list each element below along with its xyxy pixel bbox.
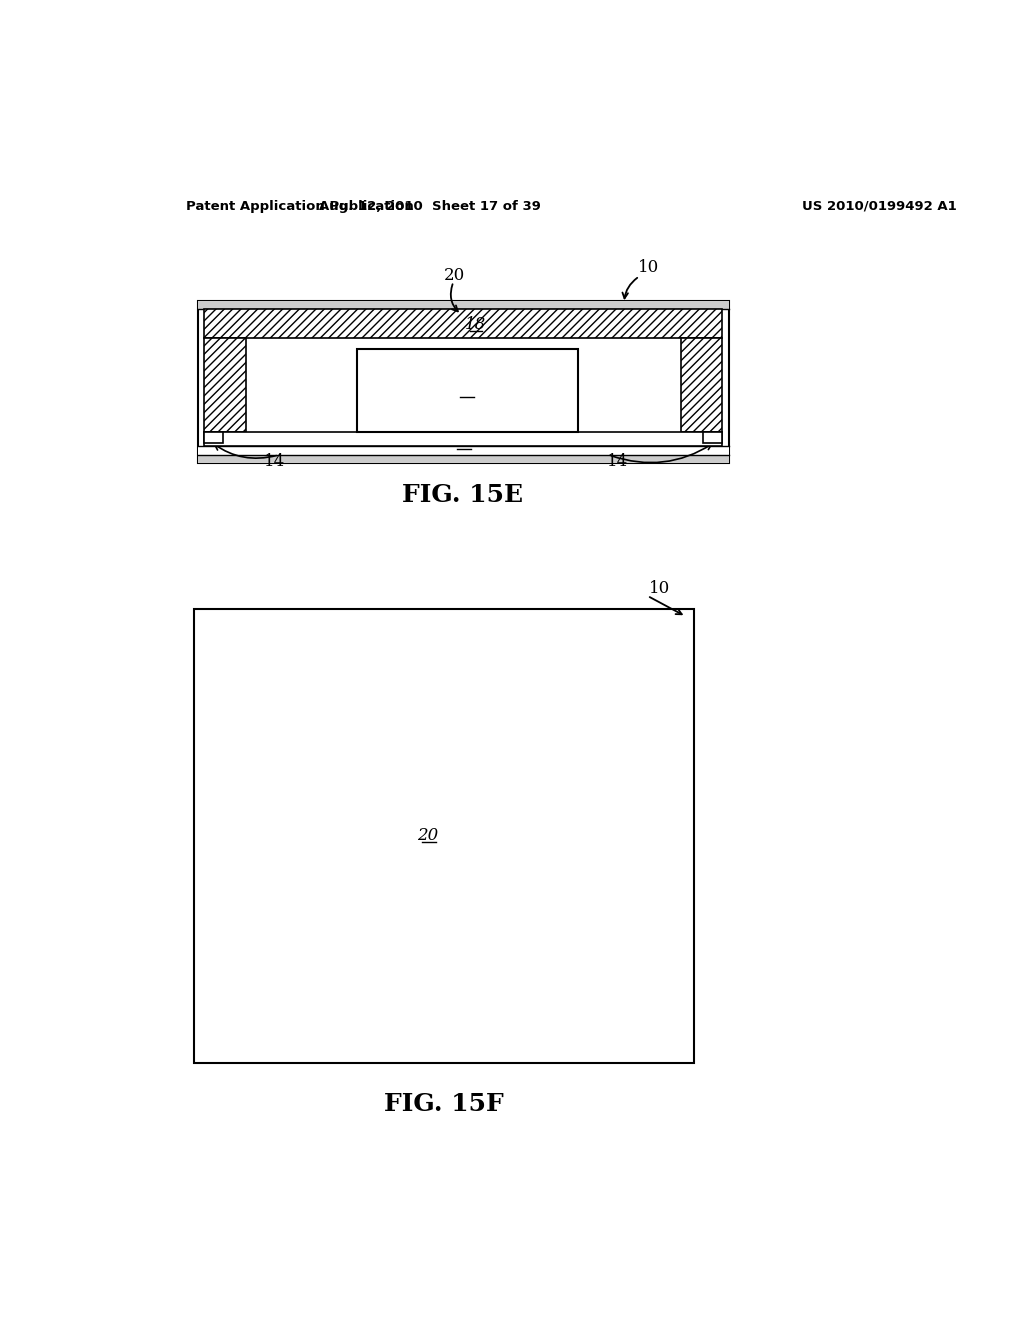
Text: 10: 10 (649, 579, 670, 597)
Text: 14: 14 (607, 453, 628, 470)
Text: Aug. 12, 2010  Sheet 17 of 39: Aug. 12, 2010 Sheet 17 of 39 (319, 199, 542, 213)
Text: 16: 16 (456, 381, 477, 399)
Bar (198, 455, 729, 462)
Text: 14: 14 (263, 453, 285, 470)
Bar (198, 301, 729, 309)
Bar (681, 338, 722, 432)
Bar (703, 432, 722, 444)
Text: 20: 20 (418, 828, 438, 845)
Text: US 2010/0199492 A1: US 2010/0199492 A1 (802, 199, 957, 213)
Text: 12: 12 (453, 434, 473, 451)
Bar (204, 432, 722, 446)
Text: 10: 10 (638, 259, 659, 276)
Text: Patent Application Publication: Patent Application Publication (186, 199, 414, 213)
Bar (194, 609, 693, 1063)
Text: 18: 18 (465, 317, 485, 333)
Text: FIG. 15F: FIG. 15F (384, 1092, 504, 1115)
Bar (198, 446, 729, 455)
Bar (204, 432, 223, 444)
Text: 20: 20 (444, 267, 466, 284)
Bar (198, 301, 729, 462)
Bar (204, 309, 722, 338)
Bar (356, 350, 578, 432)
Bar (204, 338, 246, 432)
Text: FIG. 15E: FIG. 15E (402, 483, 523, 507)
